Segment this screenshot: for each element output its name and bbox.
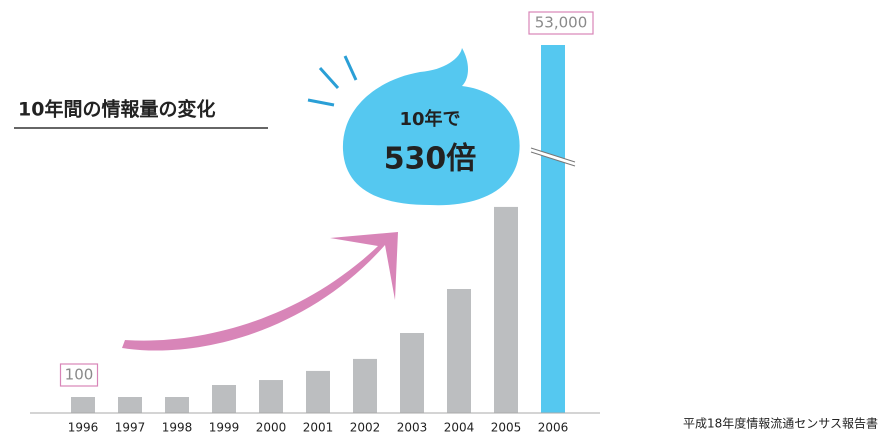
x-tick-label: 2006 [538, 421, 569, 433]
bar [447, 289, 471, 413]
x-tick-label: 1999 [209, 421, 240, 433]
bar [118, 397, 142, 413]
bar [400, 333, 424, 413]
bar [306, 371, 330, 413]
x-tick-label: 1996 [68, 421, 99, 433]
growth-arrow [122, 232, 398, 351]
source-note: 平成18年度情報流通センサス報告書 [683, 416, 878, 431]
value-label: 100 [65, 366, 94, 384]
x-tick-label: 1998 [162, 421, 193, 433]
bar [353, 359, 377, 413]
x-tick-label: 2002 [350, 421, 381, 433]
x-tick-label: 2003 [397, 421, 428, 433]
x-tick-label: 2004 [444, 421, 475, 433]
bar [165, 397, 189, 413]
burst-line [308, 100, 334, 105]
bar [212, 385, 236, 413]
bar [541, 45, 565, 413]
x-tick-label: 2000 [256, 421, 287, 433]
bar [494, 207, 518, 413]
callout-line: 10年で [399, 108, 460, 130]
x-tick-label: 1997 [115, 421, 146, 433]
bar [71, 397, 95, 413]
value-label: 53,000 [535, 14, 588, 32]
callout-emphasis: 530倍 [384, 142, 477, 177]
chart-title: 10年間の情報量の変化 [18, 98, 215, 121]
burst-line [345, 56, 356, 80]
x-tick-label: 2001 [303, 421, 334, 433]
burst-line [320, 68, 338, 88]
chart: 10年間の情報量の変化 10年で 530倍 平成18年度情報流通センサス報告書 … [0, 0, 886, 433]
x-tick-label: 2005 [491, 421, 522, 433]
bar [259, 380, 283, 413]
